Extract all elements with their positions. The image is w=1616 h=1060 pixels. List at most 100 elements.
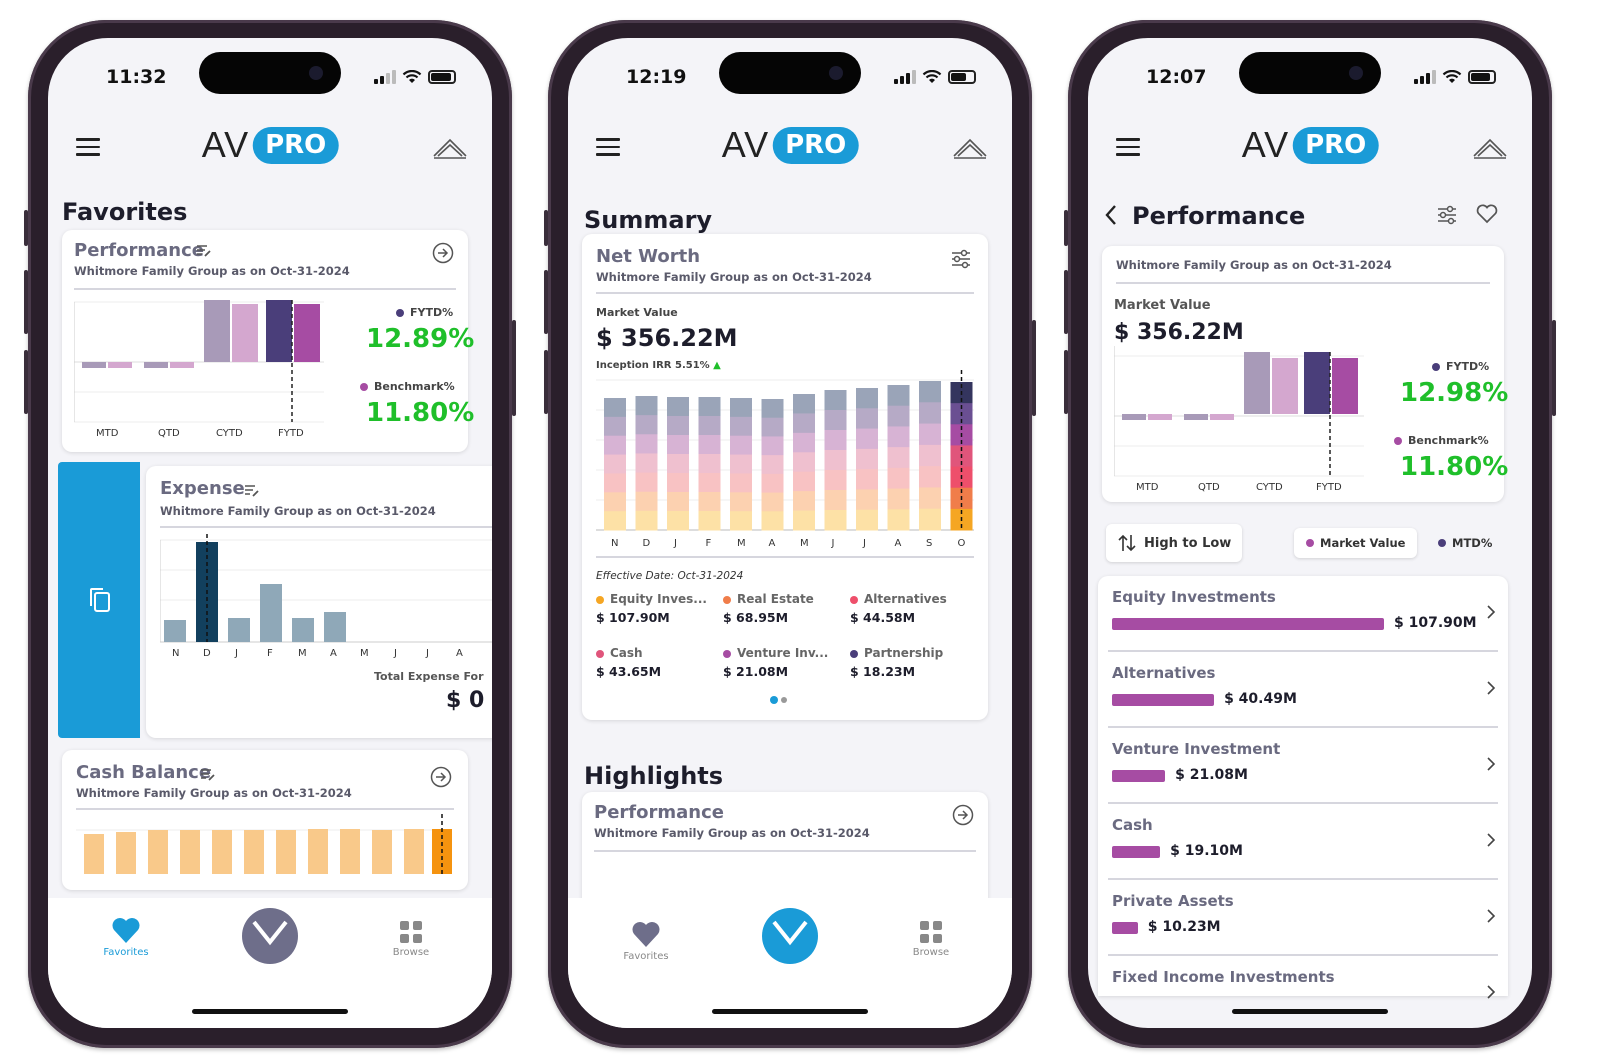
cash-bar	[308, 829, 328, 874]
tab-browse[interactable]: Browse	[906, 920, 956, 958]
net-worth-segment	[667, 511, 689, 531]
category-bar	[1112, 770, 1166, 782]
benchmark-legend: Benchmark%	[1394, 434, 1489, 447]
edit-list-icon[interactable]	[200, 768, 216, 782]
category-row[interactable]: Equity Investments $ 107.90M	[1098, 576, 1508, 652]
bar-qtd-fund	[144, 362, 168, 368]
net-worth-segment	[730, 435, 752, 456]
home-icon[interactable]	[432, 136, 468, 160]
category-row[interactable]: Private Assets $ 10.23M	[1098, 880, 1508, 956]
net-worth-segment	[635, 491, 658, 512]
net-worth-segment	[887, 509, 910, 531]
total-expense-value: $ 0	[446, 688, 485, 713]
sort-button[interactable]: High to Low	[1106, 524, 1242, 562]
net-worth-segment	[887, 385, 910, 407]
fytd-legend: FYTD%	[1432, 360, 1489, 373]
signal-icon	[374, 70, 396, 84]
duplicate-action[interactable]	[58, 462, 140, 738]
category-value: $ 40.49M	[1224, 691, 1297, 707]
category-bar	[1112, 922, 1138, 934]
x-tick: F	[267, 648, 273, 659]
tab-bar: Favorites Browse	[568, 898, 1012, 1028]
filter-chip-market-value[interactable]: Market Value	[1294, 528, 1418, 558]
chevron-right-icon	[1487, 681, 1496, 695]
phone-summary: 12:19 AV PRO Summary Net Worth Whitmore F…	[544, 20, 1036, 1048]
home-indicator	[1232, 1009, 1388, 1014]
net-worth-segment	[761, 511, 784, 531]
x-tick: MTD	[1136, 482, 1159, 493]
menu-icon[interactable]	[596, 138, 620, 156]
net-worth-segment	[667, 492, 689, 512]
highlight-performance-card[interactable]: Performance Whitmore Family Group as on …	[582, 792, 988, 912]
net-worth-segment	[604, 435, 626, 456]
category-row[interactable]: Venture Investment $ 21.08M	[1098, 728, 1508, 804]
net-worth-segment	[856, 408, 878, 430]
expense-chart: N D J F M A M J J A	[160, 534, 492, 659]
home-icon[interactable]	[952, 136, 988, 160]
page-title: Favorites	[62, 198, 188, 226]
category-value: $ 19.10M	[1170, 843, 1243, 859]
net-worth-segment	[604, 473, 626, 493]
cash-bar	[84, 834, 104, 874]
app-logo: AV PRO	[202, 124, 339, 166]
net-worth-segment	[761, 455, 784, 475]
bar-mtd-fund	[1122, 414, 1146, 420]
x-tick: M	[298, 648, 307, 659]
performance-card[interactable]: Performance Whitmore Family Group as on …	[62, 230, 474, 452]
home-icon[interactable]	[1472, 136, 1508, 160]
dynamic-island	[719, 52, 861, 94]
open-arrow-icon[interactable]	[952, 804, 974, 826]
open-arrow-icon[interactable]	[430, 766, 452, 788]
bar-mtd-fund	[82, 362, 106, 368]
market-value: $ 356.22M	[596, 324, 738, 352]
net-worth-segment	[667, 473, 689, 493]
net-worth-card[interactable]: Net Worth Whitmore Family Group as on Oc…	[582, 234, 988, 720]
expense-card[interactable]: Expense Whitmore Family Group as on Oct-…	[146, 466, 492, 738]
x-tick: FYTD	[1316, 482, 1342, 493]
screen: 12:19 AV PRO Summary Net Worth Whitmore F…	[568, 38, 1012, 1028]
category-value: $ 10.23M	[1147, 919, 1221, 935]
effective-date: Effective Date: Oct-31-2024	[596, 570, 744, 582]
edit-list-icon[interactable]	[196, 244, 212, 258]
status-time: 12:19	[626, 66, 687, 88]
category-row[interactable]: Alternatives $ 40.49M	[1098, 652, 1508, 728]
battery-icon	[948, 70, 976, 84]
open-arrow-icon[interactable]	[432, 242, 454, 264]
menu-icon[interactable]	[76, 138, 100, 156]
net-worth-segment	[919, 423, 941, 446]
net-worth-segment	[793, 491, 815, 512]
tab-favorites[interactable]: Favorites	[96, 916, 156, 958]
app-logo: AV PRO	[722, 124, 859, 166]
filter-icon[interactable]	[950, 248, 972, 270]
app-header: AV PRO	[1088, 110, 1532, 174]
category-row[interactable]: Fixed Income Investments	[1098, 956, 1508, 1028]
menu-icon[interactable]	[1116, 138, 1140, 156]
tab-favorites[interactable]: Favorites	[616, 920, 676, 962]
net-worth-segment	[667, 397, 689, 417]
pager-dots[interactable]	[770, 696, 787, 704]
category-row[interactable]: Cash $ 19.10M	[1098, 804, 1508, 880]
market-value-label: Market Value	[596, 306, 678, 319]
chevron-right-icon	[1487, 605, 1496, 619]
filter-icon[interactable]	[1436, 204, 1458, 226]
filter-chip-mtd[interactable]: MTD%	[1434, 528, 1496, 558]
market-value-label: Market Value	[1114, 298, 1211, 313]
cash-bar	[116, 832, 136, 874]
market-value: $ 356.22M	[1114, 320, 1244, 345]
net-worth-segment	[856, 509, 878, 531]
card-title: Cash Balance	[76, 762, 212, 783]
performance-summary-card: Whitmore Family Group as on Oct-31-2024 …	[1102, 246, 1508, 502]
cash-bar	[340, 829, 360, 874]
favorite-heart-icon[interactable]	[1476, 204, 1498, 224]
bar-cytd-fund	[204, 300, 230, 362]
center-logo-button[interactable]	[762, 908, 818, 964]
screen: 12:07 AV PRO Performance Whitmore Family …	[1088, 38, 1532, 1028]
net-worth-segment	[856, 448, 878, 470]
back-icon[interactable]	[1104, 204, 1118, 226]
edit-list-icon[interactable]	[244, 484, 260, 498]
center-logo-button[interactable]	[242, 908, 298, 964]
net-worth-segment	[919, 466, 941, 488]
cash-balance-card[interactable]: Cash Balance Whitmore Family Group as on…	[62, 750, 468, 890]
net-worth-segment	[730, 398, 752, 418]
tab-browse[interactable]: Browse	[386, 920, 436, 958]
